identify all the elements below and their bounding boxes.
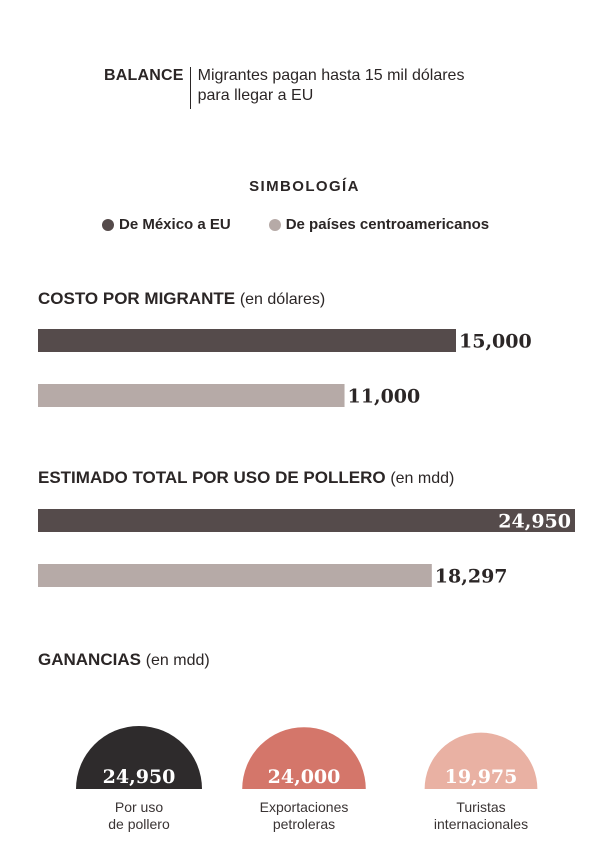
header-divider <box>189 67 191 109</box>
header: BALANCE Migrantes pagan hasta 15 mil dól… <box>104 66 498 109</box>
circle-label-pollero-line2: de pollero <box>108 816 170 832</box>
circle-label-turismo: Turistas internacionales <box>416 799 546 833</box>
circle-label-pollero-line1: Por uso <box>114 799 164 815</box>
legend-dot-mexico <box>102 218 114 231</box>
section-title-ganancias-unit: (en mdd) <box>145 652 210 669</box>
circle-label-petroleo-line2: petroleras <box>272 816 336 832</box>
header-kicker: BALANCE <box>104 67 184 84</box>
semicircle-value-pollero: 24,950 <box>103 766 176 788</box>
section-title-costo: COSTO POR MIGRANTE (en dólares) <box>38 289 325 309</box>
section-title-costo-unit: (en dólares) <box>239 291 326 308</box>
estimado-bar-centroamerica <box>38 564 432 587</box>
circle-label-turismo-line2: internacionales <box>433 816 529 832</box>
semicircle-turismo <box>424 732 538 789</box>
estimado-bar-mexico <box>38 509 575 532</box>
circle-label-petroleo-line1: Exportaciones <box>259 799 349 815</box>
header-title: Migrantes pagan hasta 15 mil dólares par… <box>197 67 465 104</box>
costo-bar-mexico <box>38 329 456 352</box>
semicircle-pollero <box>76 726 202 789</box>
semicircle-value-petroleo: 24,000 <box>268 766 341 788</box>
section-title-costo-text: COSTO POR MIGRANTE <box>38 289 236 308</box>
costo-value-label-mexico: 15,000 <box>459 331 532 353</box>
section-title-estimado-text: ESTIMADO TOTAL POR USO DE POLLERO <box>38 468 386 487</box>
legend-item-mexico: De México a EU <box>102 216 231 233</box>
estimado-value-label-mexico: 24,950 <box>498 511 571 533</box>
section-title-estimado-unit: (en mdd) <box>390 470 455 487</box>
legend: De México a EU De países centroamericano… <box>102 216 489 233</box>
costo-value-label-centroamerica: 11,000 <box>348 386 421 408</box>
legend-item-centroamerica: De países centroamericanos <box>268 216 490 233</box>
estimado-value-label-centroamerica: 18,297 <box>435 566 508 588</box>
circle-label-petroleo: Exportaciones petroleras <box>239 799 369 833</box>
semicircle-petroleo <box>242 727 366 789</box>
legend-title: SIMBOLOGÍA <box>249 178 360 195</box>
semicircle-value-turismo: 19,975 <box>445 766 518 788</box>
section-title-ganancias: GANANCIAS (en mdd) <box>38 650 210 670</box>
legend-label-centroamerica: De países centroamericanos <box>285 216 490 233</box>
costo-bar-centroamerica <box>38 384 345 407</box>
legend-dot-centroamerica <box>268 218 281 231</box>
circle-label-turismo-line1: Turistas <box>456 799 506 815</box>
section-title-ganancias-text: GANANCIAS <box>38 650 141 669</box>
section-title-estimado: ESTIMADO TOTAL POR USO DE POLLERO (en md… <box>38 468 454 488</box>
legend-label-mexico: De México a EU <box>119 216 231 233</box>
circle-label-pollero: Por uso de pollero <box>74 799 204 833</box>
